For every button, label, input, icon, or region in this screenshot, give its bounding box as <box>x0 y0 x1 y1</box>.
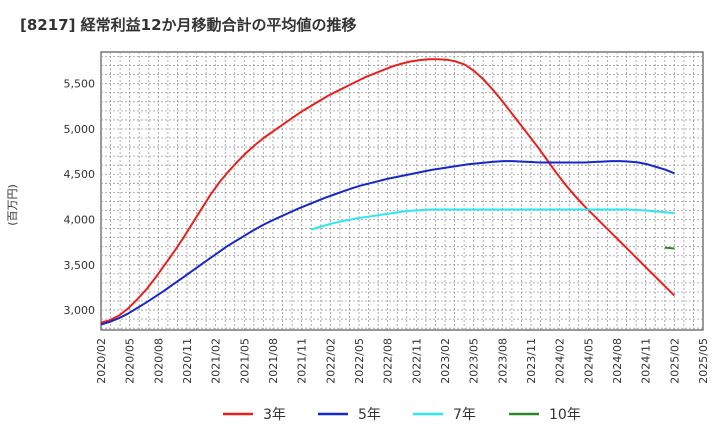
x-tick-label: 2024/05 <box>582 338 595 384</box>
x-tick-label: 2024/11 <box>640 338 653 384</box>
x-tick-label: 2023/08 <box>496 338 509 384</box>
x-tick-label: 2021/08 <box>267 338 280 384</box>
plot-area <box>100 51 704 331</box>
gridlines <box>101 52 703 330</box>
y-tick-label: 3,500 <box>64 259 96 272</box>
x-tick-label: 2020/02 <box>95 338 108 384</box>
plot-frame <box>100 51 704 331</box>
x-tick-label: 2023/05 <box>468 338 481 384</box>
series-lines <box>100 58 676 326</box>
x-tick-label: 2024/08 <box>611 338 624 384</box>
x-tick-label: 2021/05 <box>238 338 251 384</box>
y-tick-label: 5,500 <box>64 78 96 91</box>
series-line-10年 <box>664 246 675 250</box>
legend-label: 5年 <box>358 407 381 423</box>
x-tick-label: 2025/05 <box>697 338 710 384</box>
y-tick-label: 4,000 <box>64 214 96 227</box>
series-line-3年 <box>100 58 676 324</box>
legend: 3年 5年 7年 10年 <box>223 407 581 423</box>
legend-label: 3年 <box>263 407 286 423</box>
x-tick-label: 2021/02 <box>210 338 223 384</box>
legend-label: 10年 <box>549 407 581 423</box>
x-tick-label: 2022/08 <box>382 338 395 384</box>
x-tick-label: 2021/11 <box>296 338 309 384</box>
x-tick-label: 2020/05 <box>124 338 137 384</box>
y-tick-label: 3,000 <box>64 304 96 317</box>
series-line-5年 <box>100 160 675 326</box>
x-tick-label: 2025/02 <box>668 338 681 384</box>
chart-title: [8217] 経常利益12か月移動合計の平均値の推移 <box>20 16 357 34</box>
y-tick-label: 5,000 <box>64 123 96 136</box>
x-tick-label: 2023/11 <box>525 338 538 384</box>
x-tick-label: 2024/02 <box>554 338 567 384</box>
x-tick-label: 2023/02 <box>439 338 452 384</box>
x-tick-label: 2022/05 <box>353 338 366 384</box>
x-axis-ticks: 2020/02 2020/05 2020/08 2020/11 2021/02 2021/… <box>95 338 710 384</box>
legend-label: 7年 <box>453 407 476 423</box>
y-tick-label: 4,500 <box>64 168 96 181</box>
x-tick-label: 2022/02 <box>324 338 337 384</box>
series-line-7年 <box>310 208 675 231</box>
x-tick-label: 2020/11 <box>181 338 194 384</box>
y-axis-label: (百万円) <box>6 184 19 226</box>
x-tick-label: 2020/08 <box>152 338 165 384</box>
x-tick-label: 2022/11 <box>410 338 423 384</box>
y-axis-ticks: 3,000 3,500 4,000 4,500 5,000 5,500 <box>64 78 96 317</box>
